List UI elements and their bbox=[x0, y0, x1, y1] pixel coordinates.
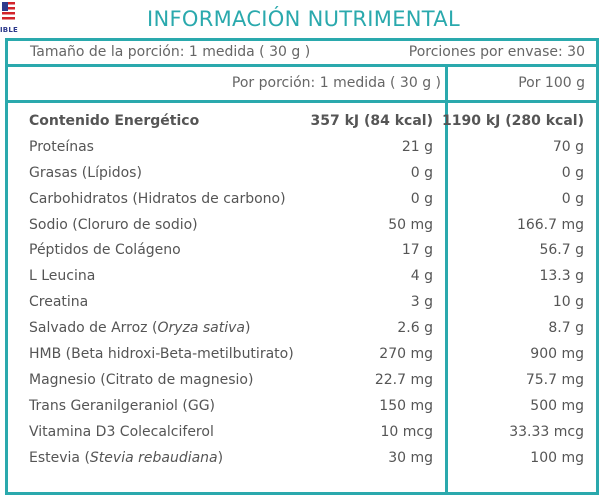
column-header-per-serving: Por porción: 1 medida ( 30 g ) bbox=[231, 75, 441, 91]
nutrient-name: Estevia (Stevia rebaudiana) bbox=[29, 449, 224, 466]
page-title: INFORMACIÓN NUTRIMENTAL bbox=[147, 7, 460, 31]
table-row: Salvado de Arroz (Oryza sativa) 2.6 g 8.7 … bbox=[8, 318, 596, 344]
value-per-serving: 50 mg bbox=[388, 216, 433, 233]
flag-icon bbox=[2, 2, 15, 22]
value-per-100g: 0 g bbox=[561, 164, 584, 181]
value-per-serving: 357 kJ (84 kcal) bbox=[310, 113, 434, 129]
value-per-100g: 900 mg bbox=[530, 346, 584, 363]
nutrient-name: Proteínas bbox=[29, 138, 94, 155]
table-row: Estevia (Stevia rebaudiana) 30 mg 100 mg bbox=[8, 448, 596, 474]
value-per-serving: 0 g bbox=[410, 164, 433, 181]
value-per-serving: 4 g bbox=[410, 268, 433, 285]
nutrient-name: Trans Geranilgeraniol (GG) bbox=[29, 397, 216, 414]
table-row: Trans Geranilgeraniol (GG) 150 mg 500 mg bbox=[8, 396, 596, 422]
value-per-100g: 13.3 g bbox=[539, 268, 584, 285]
value-per-100g: 70 g bbox=[552, 138, 584, 155]
nutrient-rows: Contenido Energético 357 kJ (84 kcal) 1190… bbox=[8, 111, 596, 473]
brand-logo: IBLE bbox=[0, 0, 22, 38]
column-header-row: Por porción: 1 medida ( 30 g ) Por 100 g bbox=[8, 67, 596, 103]
table-row: Contenido Energético 357 kJ (84 kcal) 1190… bbox=[8, 111, 596, 137]
value-per-serving: 3 g bbox=[410, 294, 433, 311]
servings-per-container: Porciones por envase: 30 bbox=[408, 44, 585, 60]
nutrient-name: Péptidos de Colágeno bbox=[29, 242, 181, 259]
value-per-100g: 100 mg bbox=[530, 449, 584, 466]
value-per-serving: 10 mcg bbox=[380, 423, 434, 440]
nutrition-table: Tamaño de la porción: 1 medida ( 30 g ) … bbox=[5, 38, 599, 495]
nutrient-name: L Leucina bbox=[29, 268, 96, 285]
nutrient-name: Sodio (Cloruro de sodio) bbox=[29, 216, 198, 233]
value-per-100g: 10 g bbox=[552, 294, 584, 311]
table-row: Sodio (Cloruro de sodio) 50 mg 166.7 mg bbox=[8, 215, 596, 241]
value-per-100g: 0 g bbox=[561, 190, 584, 207]
nutrient-name: Creatina bbox=[29, 294, 89, 311]
value-per-100g: 1190 kJ (280 kcal) bbox=[442, 113, 584, 129]
value-per-serving: 2.6 g bbox=[397, 320, 433, 337]
logo-text: IBLE bbox=[0, 26, 18, 34]
table-row: HMB (Beta hidroxi-Beta-metilbutirato) 270… bbox=[8, 344, 596, 370]
nutrient-name: Contenido Energético bbox=[29, 113, 200, 129]
value-per-serving: 21 g bbox=[401, 138, 433, 155]
table-row: Carbohidratos (Hidratos de carbono) 0 g 0 … bbox=[8, 189, 596, 215]
value-per-serving: 17 g bbox=[401, 242, 433, 259]
nutrient-name: Salvado de Arroz (Oryza sativa) bbox=[29, 320, 251, 337]
value-per-100g: 500 mg bbox=[530, 397, 584, 414]
table-row: Magnesio (Citrato de magnesio) 22.7 mg 75.… bbox=[8, 370, 596, 396]
serving-info-row: Tamaño de la porción: 1 medida ( 30 g ) … bbox=[8, 41, 596, 67]
value-per-100g: 166.7 mg bbox=[516, 216, 584, 233]
table-row: Péptidos de Colágeno 17 g 56.7 g bbox=[8, 240, 596, 266]
value-per-100g: 75.7 mg bbox=[525, 371, 584, 388]
nutrient-name: Grasas (Lípidos) bbox=[29, 164, 142, 181]
column-header-per-100g: Por 100 g bbox=[518, 75, 585, 91]
nutrient-name: HMB (Beta hidroxi-Beta-metilbutirato) bbox=[29, 346, 294, 363]
table-row: Proteínas 21 g 70 g bbox=[8, 137, 596, 163]
value-per-serving: 0 g bbox=[410, 190, 433, 207]
nutrient-name: Carbohidratos (Hidratos de carbono) bbox=[29, 190, 286, 207]
value-per-100g: 8.7 g bbox=[548, 320, 584, 337]
nutrient-name: Vitamina D3 Colecalciferol bbox=[29, 423, 214, 440]
value-per-serving: 270 mg bbox=[379, 346, 433, 363]
value-per-100g: 56.7 g bbox=[539, 242, 584, 259]
value-per-serving: 22.7 mg bbox=[374, 371, 433, 388]
table-row: Vitamina D3 Colecalciferol 10 mcg 33.33 mc… bbox=[8, 422, 596, 448]
serving-size: Tamaño de la porción: 1 medida ( 30 g ) bbox=[30, 44, 311, 60]
column-divider bbox=[445, 67, 448, 492]
table-row: Grasas (Lípidos) 0 g 0 g bbox=[8, 163, 596, 189]
value-per-serving: 150 mg bbox=[379, 397, 433, 414]
table-row: L Leucina 4 g 13.3 g bbox=[8, 266, 596, 292]
table-row: Creatina 3 g 10 g bbox=[8, 292, 596, 318]
nutrient-name: Magnesio (Citrato de magnesio) bbox=[29, 371, 254, 388]
value-per-serving: 30 mg bbox=[388, 449, 433, 466]
value-per-100g: 33.33 mcg bbox=[509, 423, 584, 440]
